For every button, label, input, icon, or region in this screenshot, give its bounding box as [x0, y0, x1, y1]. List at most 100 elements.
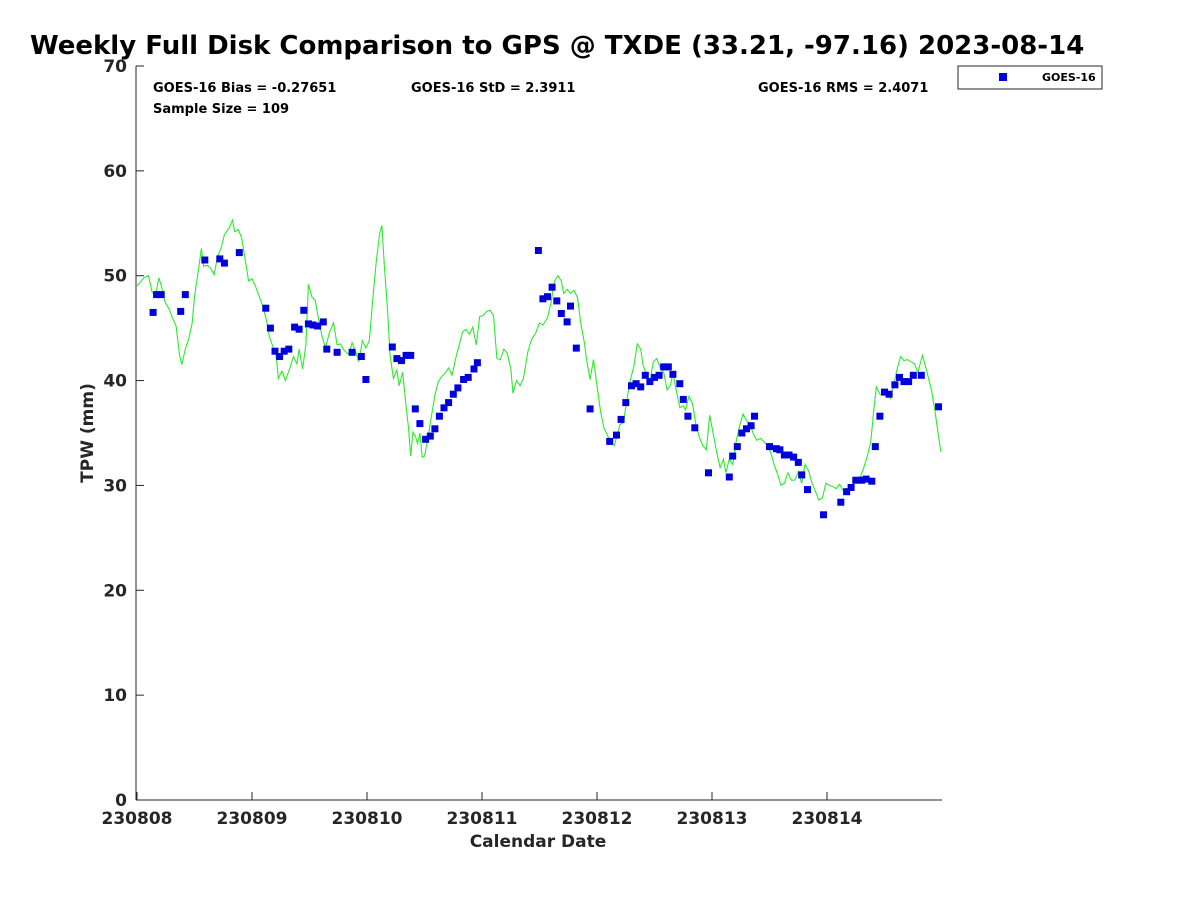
goes16-point: [567, 302, 574, 310]
x-tick-label: 230811: [447, 809, 518, 829]
y-tick-label: 10: [103, 686, 127, 706]
goes16-point: [798, 471, 806, 479]
goes16-point: [460, 376, 468, 383]
y-tick-label: 0: [115, 791, 127, 811]
goes16-point: [314, 322, 322, 330]
goes16-point: [705, 469, 712, 477]
goes16-point: [309, 321, 317, 329]
goes16-point: [398, 357, 405, 365]
goes16-point: [733, 443, 741, 451]
goes16-point: [393, 355, 401, 363]
stat-sample-size: Sample Size = 109: [153, 102, 289, 117]
goes16-point: [304, 320, 312, 328]
y-tick-label: 70: [103, 57, 127, 77]
goes16-point: [157, 291, 165, 299]
goes16-point: [935, 403, 942, 411]
goes16-point: [149, 308, 157, 316]
goes16-point: [177, 307, 185, 315]
x-ticks: 230808 230809 230810 230811 230812 230813 2308…: [102, 792, 863, 829]
goes16-point: [655, 371, 663, 379]
goes16-point: [820, 511, 827, 519]
goes16-point: [539, 295, 547, 303]
goes16-point: [606, 437, 614, 445]
goes16-point: [905, 378, 913, 386]
goes16-point: [544, 293, 551, 301]
goes16-point: [454, 384, 462, 392]
goes16-point: [885, 390, 893, 398]
goes16-point: [679, 395, 687, 403]
goes16-point: [862, 475, 870, 483]
goes16-point: [785, 451, 793, 459]
goes16-point: [780, 451, 788, 459]
y-tick-label: 30: [103, 476, 127, 496]
goes16-point: [637, 383, 645, 391]
goes16-point: [751, 412, 758, 420]
goes16-point: [743, 425, 750, 433]
chart-title: Weekly Full Disk Comparison to GPS @ TXD…: [30, 31, 1084, 61]
goes16-point: [431, 425, 439, 433]
goes16-point: [766, 443, 773, 451]
goes16-point: [563, 318, 571, 326]
goes16-point: [646, 378, 654, 386]
goes16-point: [357, 353, 365, 360]
goes16-point: [220, 259, 228, 267]
goes16-point: [804, 486, 811, 494]
goes16-point: [422, 435, 430, 443]
goes16-point: [181, 291, 189, 299]
goes16-point: [534, 247, 542, 254]
goes16-point: [553, 297, 561, 305]
goes16-point: [843, 488, 851, 496]
y-axis-label: TPW (mm): [78, 383, 98, 483]
stat-std: GOES-16 StD = 2.3911: [411, 81, 575, 96]
goes16-point: [909, 371, 917, 379]
goes16-point: [660, 363, 668, 371]
goes16-point: [295, 325, 303, 333]
goes16-point: [280, 347, 288, 355]
stat-rms: GOES-16 RMS = 2.4071: [758, 81, 928, 96]
goes16-point: [794, 458, 802, 466]
goes16-point: [837, 498, 845, 506]
goes16-point: [917, 371, 925, 379]
y-ticks: 0 10 20 30 40 50 60 70: [103, 57, 144, 811]
goes16-point: [557, 310, 565, 317]
legend-label-goes16: GOES-16: [1042, 71, 1096, 84]
goes16-point: [613, 431, 620, 439]
goes16-point: [876, 412, 884, 420]
goes16-point: [333, 348, 341, 356]
y-tick-label: 50: [103, 267, 127, 287]
goes16-point: [402, 351, 410, 359]
goes16-point: [262, 304, 270, 312]
goes16-point: [266, 324, 274, 332]
goes16-point: [617, 415, 625, 423]
goes16-point: [445, 399, 453, 407]
legend-box: [957, 65, 1103, 90]
goes16-point: [411, 405, 419, 413]
goes16-point: [548, 283, 556, 291]
x-axis-label: Calendar Date: [470, 832, 607, 852]
goes16-point: [271, 347, 279, 355]
goes16-point: [348, 348, 356, 356]
legend: GOES-16: [957, 65, 1103, 90]
goes16-point: [641, 371, 649, 379]
goes16-point: [858, 476, 865, 484]
goes16-point: [276, 353, 284, 360]
goes16-point: [435, 412, 443, 420]
goes16-point: [464, 373, 472, 381]
goes16-point: [725, 473, 733, 481]
goes16-point: [852, 476, 860, 484]
goes16-point: [632, 380, 640, 388]
y-tick-label: 20: [103, 581, 127, 601]
goes16-point: [676, 380, 684, 388]
series-line: [136, 218, 942, 501]
goes16-point: [426, 432, 434, 440]
goes16-point: [153, 291, 161, 299]
goes16-point: [216, 255, 224, 263]
y-tick-label: 40: [103, 372, 127, 392]
goes16-point: [319, 318, 327, 326]
goes16-point: [891, 381, 899, 389]
goes16-point: [440, 404, 448, 412]
goes16-point: [896, 373, 903, 381]
goes16-point: [449, 390, 457, 398]
goes16-point: [881, 388, 888, 396]
